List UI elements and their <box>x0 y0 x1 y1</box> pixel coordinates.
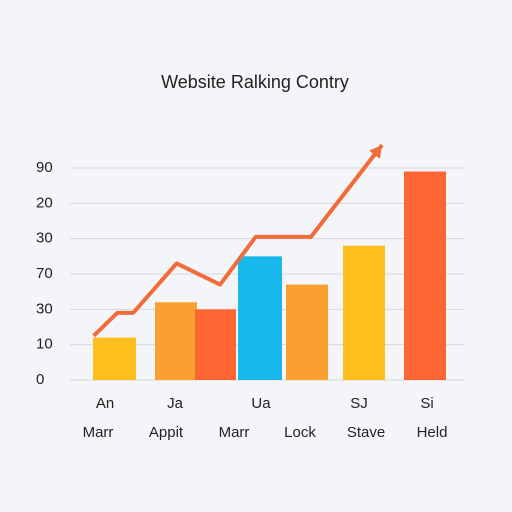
chart-title: Website Ralking Contry <box>161 72 349 92</box>
x-label: Lock <box>284 424 316 441</box>
y-tick-label: 90 <box>36 159 53 176</box>
x-label: An <box>96 395 114 412</box>
y-tick-label: 70 <box>36 265 53 282</box>
x-label: SJ <box>350 395 368 412</box>
y-tick-label: 0 <box>36 371 44 388</box>
x-label: Si <box>420 395 433 412</box>
x-label: Ua <box>251 395 271 412</box>
x-label: Appit <box>149 424 184 441</box>
bar <box>155 302 197 380</box>
bar <box>195 309 236 380</box>
bar <box>404 171 446 380</box>
bar <box>286 284 328 380</box>
y-tick-label: 20 <box>36 194 53 211</box>
arrow-head <box>369 145 383 159</box>
x-label: Ja <box>167 395 184 412</box>
y-tick-label: 10 <box>36 336 53 353</box>
bar <box>238 256 282 380</box>
x-label: Marr <box>219 424 250 441</box>
x-label: Held <box>417 424 448 441</box>
x-label: Marr <box>83 424 114 441</box>
bar <box>93 337 136 380</box>
y-tick-label: 30 <box>36 230 53 247</box>
bar <box>343 245 385 380</box>
trend-line <box>92 143 384 338</box>
x-label: Stave <box>347 424 385 441</box>
y-tick-label: 30 <box>36 300 53 317</box>
